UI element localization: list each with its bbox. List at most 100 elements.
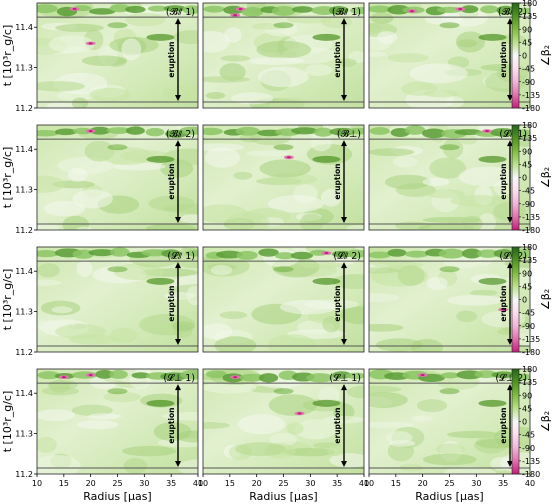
eruption-label: eruption: [499, 163, 508, 199]
heatmap-cell: [496, 5, 515, 15]
heatmap-cell: [290, 251, 314, 260]
heatmap-cell: [443, 257, 482, 268]
colorbar-tick-label: -135: [522, 335, 540, 344]
y-axis-label: t [10³r_g/c]: [1, 147, 14, 209]
heatmap-cell: [312, 399, 341, 407]
heatmap-cell: [320, 188, 342, 207]
heatmap-hotspot: [238, 8, 243, 11]
panel-frame: [368, 124, 531, 231]
heatmap-cell: [369, 251, 391, 259]
heatmap-cell: [384, 174, 431, 190]
heatmap-cell: [146, 277, 175, 285]
panel-frame: [202, 246, 365, 353]
colorbar-tick-label: 45: [522, 160, 532, 169]
heatmap-cell: [179, 126, 198, 135]
arrow-head-down: [341, 338, 347, 345]
heatmap-cell: [203, 127, 224, 136]
y-tick-label: 11.3: [15, 64, 33, 73]
heatmap-hotspot: [324, 252, 329, 255]
panel-heatmap: [37, 3, 198, 108]
panel-label: (𝓛⊥ 1): [329, 372, 361, 384]
heatmap-hotspot: [88, 130, 93, 133]
x-tick-label: 35: [332, 479, 342, 488]
heatmap-cell: [387, 5, 410, 15]
heatmap-cell: [458, 166, 517, 187]
arrow-head-down: [341, 460, 347, 467]
x-tick-label: 10: [364, 479, 374, 488]
heatmap-cell: [312, 155, 341, 163]
y-tick-label: 11.4: [15, 145, 33, 154]
panel-frame: [36, 2, 199, 109]
heatmap-cell: [491, 371, 515, 379]
heatmap-cell: [279, 299, 337, 315]
colorbar-scale: [511, 124, 520, 231]
heatmap-cell: [109, 4, 131, 13]
eruption-label: eruption: [167, 407, 176, 443]
panel-label: (𝓛⊥ 1): [163, 372, 195, 384]
heatmap-cell: [322, 316, 340, 333]
colorbar-tick-label: -90: [522, 78, 535, 87]
arrow-head-down: [175, 338, 181, 345]
heatmap-cell: [460, 135, 478, 145]
heatmap-cell: [392, 156, 418, 168]
heatmap-cell: [416, 399, 448, 413]
colorbar-tick-label: -135: [522, 457, 540, 466]
colorbar-tick-label: 180: [522, 121, 537, 130]
heatmap-cell: [340, 306, 364, 325]
arrow-head-up: [175, 262, 181, 269]
heatmap-hotspot: [458, 8, 463, 11]
arrow-head-down: [507, 460, 513, 467]
heatmap-cell: [329, 453, 364, 468]
heatmap-hotspot: [61, 376, 66, 379]
heatmap-cell: [214, 336, 257, 352]
heatmap-cell: [125, 126, 145, 135]
heatmap-cell: [205, 91, 226, 100]
heatmap-cell: [397, 265, 425, 286]
heatmap-cell: [346, 385, 364, 399]
heatmap-cell: [332, 274, 364, 290]
heatmap-cell: [462, 248, 482, 259]
heatmap-cell: [346, 224, 364, 230]
heatmap-cell: [404, 250, 430, 258]
heatmap-cell: [439, 266, 460, 273]
heatmap-cell: [369, 293, 400, 303]
heatmap-cell: [204, 147, 240, 168]
heatmap-cell: [426, 189, 466, 199]
heatmap-cell: [387, 248, 407, 257]
colorbar-tick-label: -45: [522, 187, 535, 196]
heatmap-cell: [51, 306, 73, 314]
heatmap-cell: [71, 404, 113, 416]
colorbar-tick-label: -45: [522, 431, 535, 440]
heatmap-hotspot: [501, 308, 506, 311]
heatmap-cell: [328, 5, 349, 15]
eruption-label: eruption: [333, 407, 342, 443]
heatmap-cell: [216, 250, 243, 259]
heatmap-cell: [54, 128, 77, 136]
heatmap-cell: [257, 66, 309, 88]
colorbar-label: ∠β₂: [539, 411, 552, 432]
heatmap-cell: [332, 371, 352, 379]
colorbar-tick-label: 90: [522, 391, 532, 400]
heatmap-cell: [439, 22, 460, 29]
heatmap-hotspot: [72, 8, 77, 11]
panel-label: (𝓛⫽ 2): [333, 250, 361, 262]
heatmap-cell: [230, 92, 274, 105]
y-tick-label: 11.2: [15, 104, 33, 113]
heatmap-cell: [205, 370, 227, 379]
heatmap-cell: [455, 31, 486, 53]
x-tick-label: 25: [112, 479, 122, 488]
panel-heatmap: [203, 247, 364, 352]
panel: eruption (𝓛⊥ 1) 10 15 20 25 30 35 40 Radius [μas]: [198, 368, 369, 503]
heatmap-cell: [107, 22, 128, 29]
heatmap-cell: [145, 127, 165, 137]
colorbar-tick-label: 0: [522, 296, 527, 305]
x-tick-label: 15: [225, 479, 235, 488]
heatmap-cell: [440, 372, 461, 379]
colorbar-scale: [511, 368, 520, 475]
heatmap-cell: [267, 195, 324, 213]
heatmap-cell: [246, 150, 289, 157]
heatmap-cell: [447, 294, 503, 306]
y-tick-label: 11.3: [15, 308, 33, 317]
x-tick-label: 40: [193, 479, 203, 488]
heatmap-cell: [179, 214, 198, 224]
